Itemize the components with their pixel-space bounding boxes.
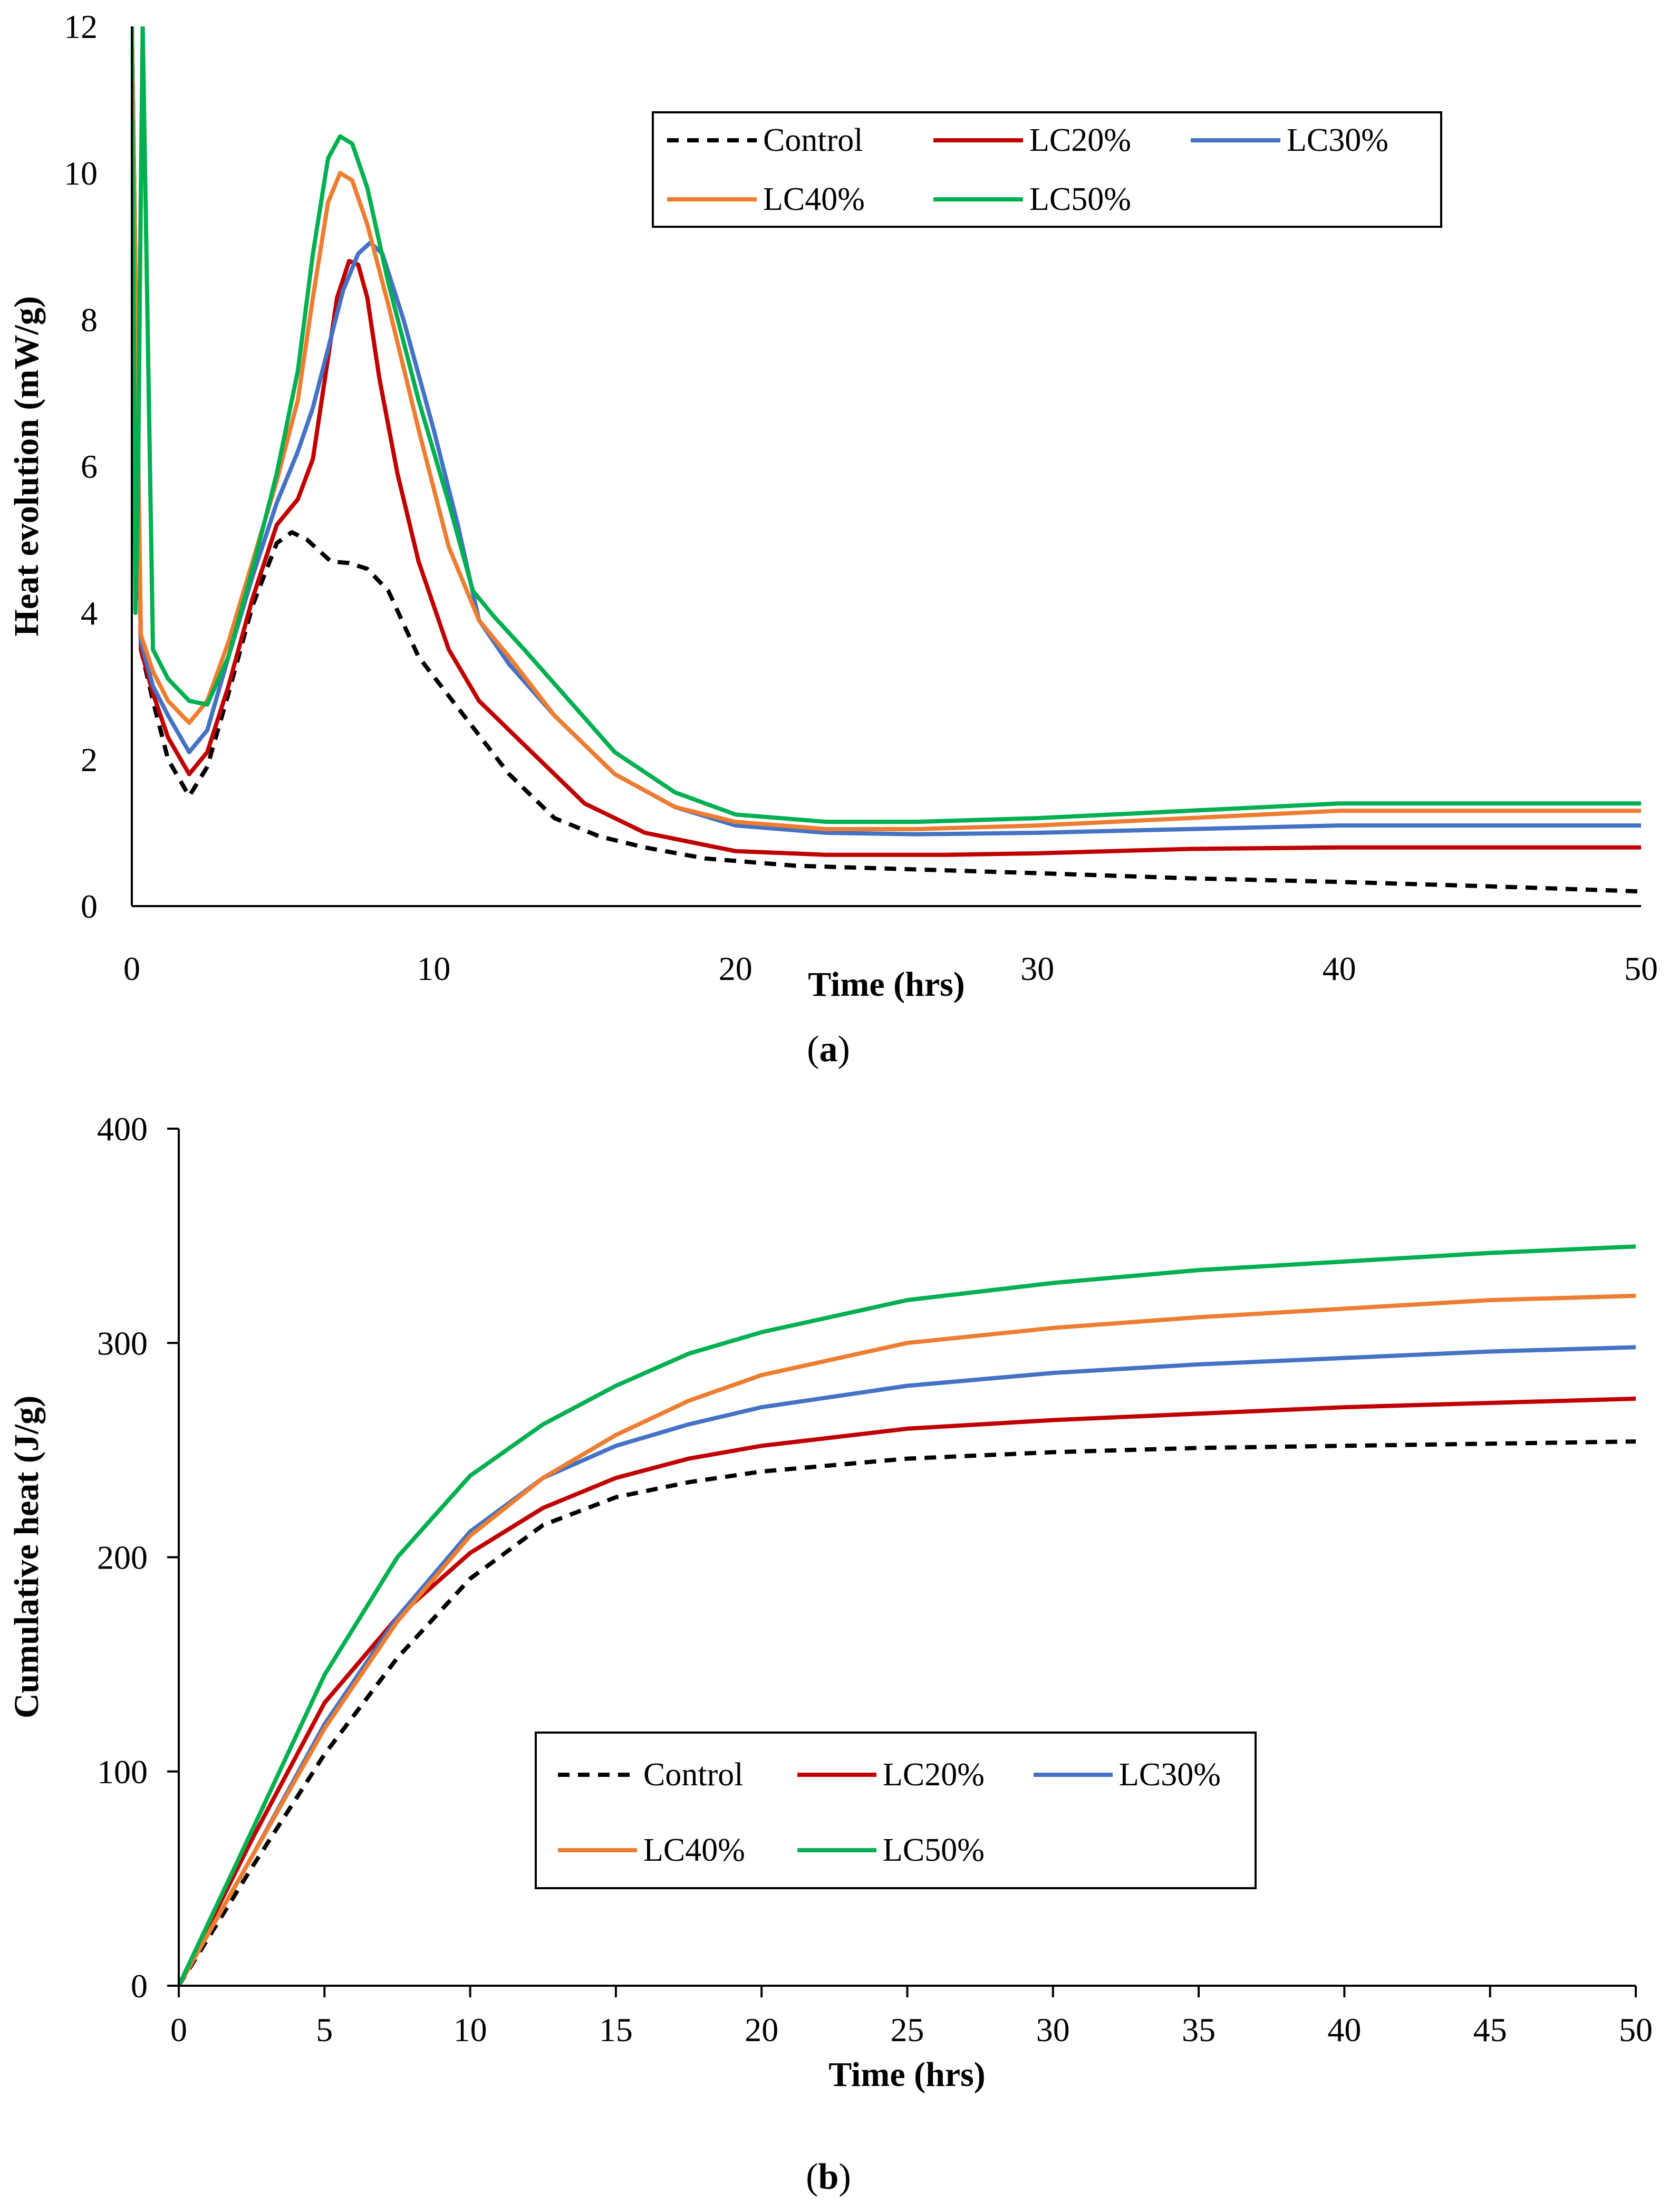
chart-b-x-tick-label: 50 [1619, 2011, 1653, 2048]
chart-a-y-axis-label: Heat evolution (mW/g) [7, 296, 46, 636]
chart-b-x-tick-label: 20 [745, 2011, 778, 2048]
chart-a-y-tick-label: 2 [81, 741, 98, 778]
chart-a-x-axis-label: Time (hrs) [808, 965, 965, 1004]
chart-b-x-tick-label: 45 [1473, 2011, 1507, 2048]
chart-a-legend-label-lc20: LC20% [1029, 122, 1131, 158]
chart-a-x-tick-label: 40 [1323, 950, 1356, 987]
chart-b-ticks: 0 5 10 15 20 25 30 35 40 45 50 0 100 200 300 400 [97, 1110, 1653, 2048]
chart-a-legend-label-lc50: LC50% [1029, 181, 1131, 217]
chart-a-y-tick-label: 0 [81, 888, 98, 925]
chart-a-series-lc20 [132, 26, 1641, 857]
chart-a-y-tick-label: 10 [64, 155, 98, 192]
chart-b-x-tick-label: 40 [1327, 2011, 1361, 2048]
chart-a-caption: (a) [807, 1029, 850, 1070]
chart-b-series-lc30 [179, 1345, 1636, 1987]
chart-a-heat-evolution: 0 10 20 30 40 50 0 2 4 6 8 10 12 Time (hrs) Heat evo… [7, 8, 1658, 1070]
chart-b-x-tick-label: 25 [891, 2011, 924, 2048]
chart-a-y-tick-label: 12 [64, 8, 98, 45]
chart-b-legend-label-control: Control [643, 1757, 743, 1793]
chart-a-series-lc30 [132, 26, 1641, 836]
chart-a-ticks: 0 10 20 30 40 50 0 2 4 6 8 10 12 [64, 8, 1658, 987]
chart-b-y-tick-label: 300 [97, 1324, 148, 1362]
chart-b-series-control [179, 1439, 1636, 1987]
chart-a-y-tick-label: 8 [81, 301, 98, 339]
chart-b-x-tick-label: 5 [316, 2011, 333, 2048]
chart-b-plot-lines [179, 1244, 1636, 1987]
chart-b-legend-label-lc20: LC20% [883, 1757, 985, 1793]
chart-b-y-axis-label: Cumulative heat (J/g) [7, 1396, 46, 1718]
chart-b-x-axis-label: Time (hrs) [828, 2055, 986, 2094]
chart-b-x-tick-label: 10 [454, 2011, 487, 2048]
chart-a-x-tick-label: 10 [417, 950, 450, 987]
chart-b-series-lc40 [179, 1293, 1636, 1987]
chart-a-legend: Control LC20% LC30% LC40% LC50% [652, 111, 1442, 228]
chart-b-legend-label-lc50: LC50% [883, 1832, 985, 1868]
chart-b-y-tick-label: 100 [97, 1753, 148, 1791]
chart-a-series-lc50 [132, 26, 1641, 824]
chart-b-x-tick-label: 35 [1182, 2011, 1215, 2048]
chart-a-y-tick-label: 6 [81, 448, 98, 485]
chart-a-x-tick-label: 0 [123, 950, 140, 987]
chart-a-series-control [132, 26, 1641, 894]
chart-a-legend-box [652, 111, 1442, 228]
chart-b-y-tick-label: 200 [97, 1539, 148, 1576]
chart-a-x-tick-label: 20 [719, 950, 753, 987]
chart-b-x-tick-label: 0 [170, 2011, 187, 2048]
chart-b-series-lc50 [179, 1244, 1636, 1987]
chart-b-y-tick-label: 0 [131, 1967, 148, 2005]
chart-b-cumulative-heat: 0 5 10 15 20 25 30 35 40 45 50 0 100 200 300 400 Time (… [7, 1110, 1653, 2197]
chart-a-legend-label-control: Control [763, 122, 863, 158]
chart-b-caption: (b) [806, 2157, 851, 2197]
chart-a-y-tick-label: 4 [81, 594, 98, 632]
chart-b-series-lc20 [179, 1396, 1636, 1987]
chart-a-legend-label-lc40: LC40% [763, 181, 865, 217]
chart-b-x-tick-label: 30 [1036, 2011, 1070, 2048]
chart-a-x-tick-label: 30 [1020, 950, 1054, 987]
chart-b-x-tick-label: 15 [599, 2011, 633, 2048]
chart-b-legend-label-lc40: LC40% [643, 1832, 745, 1868]
chart-a-plot-lines [132, 26, 1641, 894]
chart-b-legend: Control LC20% LC30% LC40% LC50% [535, 1732, 1257, 1889]
chart-a-legend-label-lc30: LC30% [1287, 122, 1388, 158]
chart-a-x-tick-label: 50 [1624, 950, 1658, 987]
chart-b-y-tick-label: 400 [97, 1110, 148, 1148]
chart-b-legend-box [535, 1732, 1257, 1889]
chart-b-legend-label-lc30: LC30% [1119, 1757, 1221, 1793]
